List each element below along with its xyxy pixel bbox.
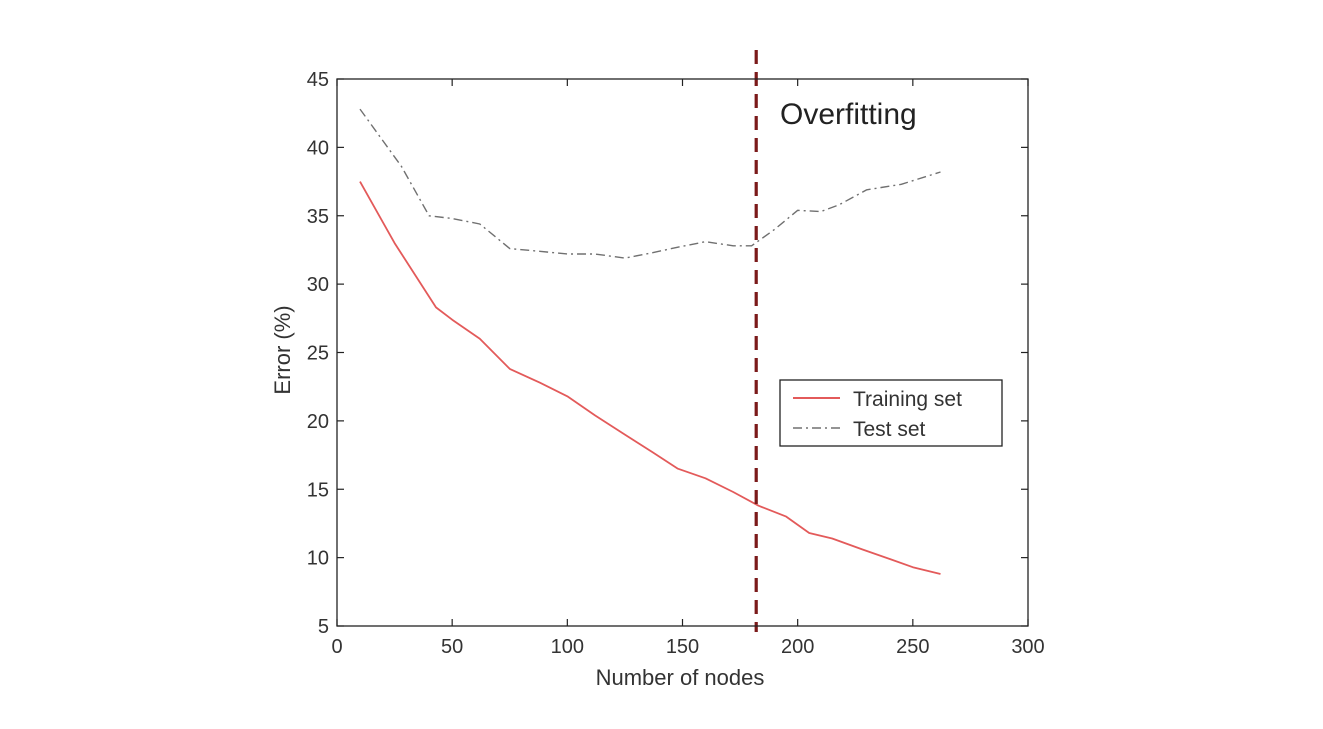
plot-frame — [336, 78, 1029, 627]
x-tick-label: 150 — [666, 636, 699, 658]
legend-label-test-set: Test set — [853, 418, 926, 441]
legend: Training set Test set — [779, 379, 1003, 447]
x-tick-label: 0 — [331, 636, 342, 658]
y-tick-label: 20 — [307, 411, 329, 433]
y-tick-label: 25 — [307, 343, 329, 365]
x-tick-label: 300 — [1011, 636, 1044, 658]
series-line-training-set — [359, 181, 941, 575]
x-tick-label: 50 — [441, 636, 463, 658]
x-tick-label: 200 — [781, 636, 814, 658]
axes: 0 50 100 150 200 250 300 5 10 15 20 25 30 35 40 45 — [307, 69, 1045, 658]
y-tick-label: 10 — [307, 548, 329, 570]
y-tick-label: 45 — [307, 69, 329, 91]
legend-label-training-set: Training set — [853, 388, 962, 411]
series-layer — [359, 108, 941, 575]
x-tick-label: 250 — [896, 636, 929, 658]
x-axis-label: Number of nodes — [596, 665, 765, 690]
y-axis-label: Error (%) — [270, 305, 295, 394]
x-tick-label: 100 — [551, 636, 584, 658]
y-tick-label: 35 — [307, 206, 329, 228]
overfitting-annotation: Overfitting — [780, 98, 917, 131]
y-tick-label: 5 — [318, 616, 329, 638]
y-tick-label: 40 — [307, 137, 329, 159]
y-tick-label: 30 — [307, 274, 329, 296]
legend-box — [779, 379, 1003, 447]
plot-background — [337, 79, 1028, 626]
y-tick-label: 15 — [307, 479, 329, 501]
series-line-test-set — [359, 108, 941, 259]
